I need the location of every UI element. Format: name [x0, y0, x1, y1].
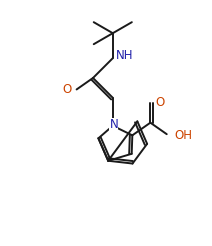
Text: NH: NH [116, 49, 133, 62]
Text: OH: OH [175, 129, 193, 142]
Text: O: O [155, 96, 165, 109]
Text: N: N [109, 118, 118, 131]
Text: O: O [62, 83, 72, 96]
